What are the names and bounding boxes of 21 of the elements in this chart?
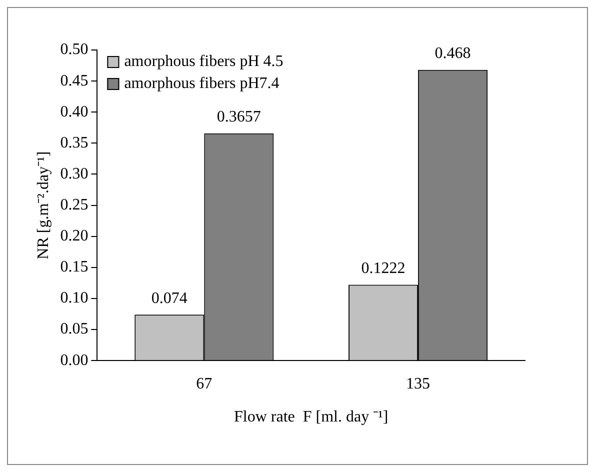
legend-label: amorphous fibers pH 4.5 <box>124 53 284 70</box>
data-label: 0.468 <box>434 45 471 62</box>
y-tick-label: 0.10 <box>60 290 88 307</box>
y-tick-label: 0.15 <box>60 258 88 276</box>
y-axis-title: NR [g.m⁻².day⁻¹] <box>34 151 52 260</box>
y-tick-label: 0.20 <box>60 228 88 245</box>
x-axis-title: Flow rate F [ml. day ⁻¹] <box>234 408 388 426</box>
y-tick-label: 0.05 <box>60 320 88 338</box>
data-label: 0.3657 <box>216 108 261 126</box>
data-label: 0.1222 <box>361 260 406 277</box>
y-tick-label: 0.25 <box>60 196 88 214</box>
x-tick-label: 67 <box>196 375 212 392</box>
data-label: 0.074 <box>151 290 188 307</box>
y-tick-label: 0.50 <box>60 41 88 58</box>
legend-label: amorphous fibers pH7.4 <box>124 75 280 92</box>
x-tick-label: 135 <box>406 375 430 392</box>
y-tick-label: 0.35 <box>60 134 88 152</box>
y-tick-label: 0.45 <box>60 72 88 90</box>
y-tick-label: 0.30 <box>60 165 88 182</box>
y-tick-label: 0.40 <box>60 103 88 120</box>
y-tick-label: 0.00 <box>60 352 88 369</box>
